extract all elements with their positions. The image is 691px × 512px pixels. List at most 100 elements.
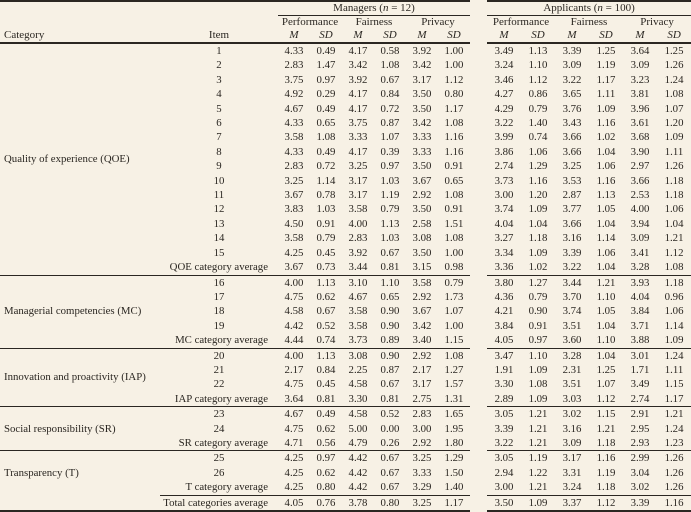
stat-value: 3.17	[412, 73, 432, 86]
stat-value: 3.67	[412, 174, 432, 187]
stat-value: 0.81	[374, 391, 406, 408]
sd-header: SD	[438, 29, 471, 44]
stat-value: 3.66	[562, 131, 582, 144]
stat-value: 1.16	[657, 494, 691, 512]
stat-value: 0.49	[316, 102, 336, 115]
stat-value: 1.06	[528, 145, 548, 158]
sd-header: SD	[589, 29, 624, 44]
managers-label: Managers (	[333, 2, 383, 14]
stat-value: 0.97	[521, 333, 556, 349]
stat-value: 1.06	[596, 160, 616, 173]
stat-value: 3.33	[348, 131, 368, 144]
stat-value: 1.18	[528, 232, 548, 245]
stat-value: 3.04	[630, 466, 650, 479]
stat-value: 0.98	[438, 260, 471, 276]
item-number: 23	[213, 408, 225, 421]
table-body: Quality of experience (QOE) 1 4.33 0.49 4.17…	[0, 43, 691, 512]
stat-value: 4.17	[348, 88, 368, 101]
stat-value: 0.72	[380, 102, 400, 115]
stat-value: 0.80	[316, 481, 336, 494]
stat-value: 3.58	[284, 232, 304, 245]
stat-header-row: M SD M SD M SD M SD M SD M SD	[0, 29, 691, 44]
stat-value: 4.00	[348, 217, 368, 230]
stat-value: 0.49	[316, 145, 336, 158]
stat-value: 2.92	[412, 349, 432, 362]
item-row: 19 4.42 0.52 3.58 0.90 3.42 1.00 3.84 0.91 3.51 1.…	[0, 319, 691, 333]
stat-value: 1.21	[596, 422, 616, 435]
stat-value: 3.29	[412, 481, 432, 494]
item-number: 17	[213, 290, 225, 303]
stat-value: 0.97	[380, 160, 400, 173]
average-label: MC category average	[160, 333, 278, 349]
stat-value: 1.21	[664, 232, 684, 245]
stat-value: 3.80	[494, 276, 514, 289]
stat-value: 3.42	[412, 117, 432, 130]
stat-value: 1.51	[444, 217, 464, 230]
stat-value: 3.09	[562, 59, 582, 72]
group-gap	[470, 73, 487, 87]
item-number: 11	[213, 189, 225, 202]
stat-value: 1.26	[664, 452, 684, 465]
stat-value: 3.05	[494, 408, 514, 421]
stat-value: 3.58	[284, 131, 304, 144]
stat-value: 3.40	[406, 333, 438, 349]
category-label: Social responsibility (SR)	[0, 406, 160, 452]
stat-value: 1.06	[664, 203, 684, 216]
group-gap	[470, 333, 487, 348]
item-column-header: Item	[160, 0, 278, 44]
stat-value: 1.07	[444, 305, 464, 318]
applicants-group-header: Applicants (n = 100)	[487, 0, 691, 16]
stat-value: 1.29	[528, 160, 548, 173]
mean-header: M	[555, 29, 590, 44]
stat-value: 3.25	[284, 174, 304, 187]
item-row: Innovation and proactivity (IAP) 20 4.00 1.…	[0, 348, 691, 408]
stat-value: 3.09	[630, 232, 650, 245]
stat-value: 1.20	[528, 189, 548, 202]
category-label: Innovation and proactivity (IAP)	[0, 348, 160, 408]
stat-value: 1.07	[664, 102, 684, 115]
stat-value: 3.60	[555, 333, 590, 349]
stat-value: 3.49	[630, 378, 650, 391]
stat-value: 3.81	[630, 88, 650, 101]
stat-value: 1.03	[316, 203, 336, 216]
stat-value: 3.67	[278, 260, 310, 276]
stat-value: 2.89	[487, 391, 522, 408]
item-row: 21 2.17 0.84 2.25 0.87 2.17 1.27 1.91 1.09 2.31 1.…	[0, 363, 691, 377]
subgroup-header-row: Performance Fairness Privacy Performance…	[0, 16, 691, 30]
stat-value: 1.26	[664, 59, 684, 72]
stat-value: 2.31	[562, 363, 582, 376]
stat-value: 4.05	[278, 494, 310, 512]
stat-value: 3.33	[412, 131, 432, 144]
stat-value: 1.18	[664, 174, 684, 187]
stat-value: 0.65	[316, 117, 336, 130]
stat-value: 3.25	[406, 494, 438, 512]
stat-value: 3.30	[342, 391, 374, 408]
stat-value: 3.24	[562, 481, 582, 494]
category-label: Quality of experience (QOE)	[0, 43, 160, 276]
stat-value: 4.33	[284, 145, 304, 158]
stat-value: 4.75	[284, 290, 304, 303]
mean-header: M	[278, 29, 310, 44]
stat-value: 1.03	[380, 232, 400, 245]
stat-value: 1.10	[528, 349, 548, 362]
stat-value: 3.17	[412, 378, 432, 391]
stat-value: 3.02	[630, 481, 650, 494]
stat-value: 0.67	[316, 305, 336, 318]
group-gap	[470, 174, 487, 188]
stat-value: 3.58	[412, 276, 432, 289]
managers-performance-header: Performance	[281, 16, 339, 28]
stat-value: 1.24	[664, 422, 684, 435]
stat-value: 1.40	[528, 117, 548, 130]
stat-value: 2.91	[630, 408, 650, 421]
stat-value: 1.17	[596, 73, 616, 86]
category-average-row: T category average 4.25 0.80 4.42 0.67 3.29 1.…	[0, 480, 691, 495]
stat-value: 3.74	[494, 203, 514, 216]
stat-value: 0.86	[528, 88, 548, 101]
stat-value: 3.25	[348, 160, 368, 173]
stat-value: 0.67	[380, 481, 400, 494]
stat-value: 3.30	[494, 378, 514, 391]
stat-value: 1.10	[528, 59, 548, 72]
stat-value: 4.25	[284, 452, 304, 465]
item-row: 11 3.67 0.78 3.17 1.19 2.92 1.08 3.00 1.20 2.87 1.…	[0, 188, 691, 202]
stat-value: 2.75	[406, 391, 438, 408]
